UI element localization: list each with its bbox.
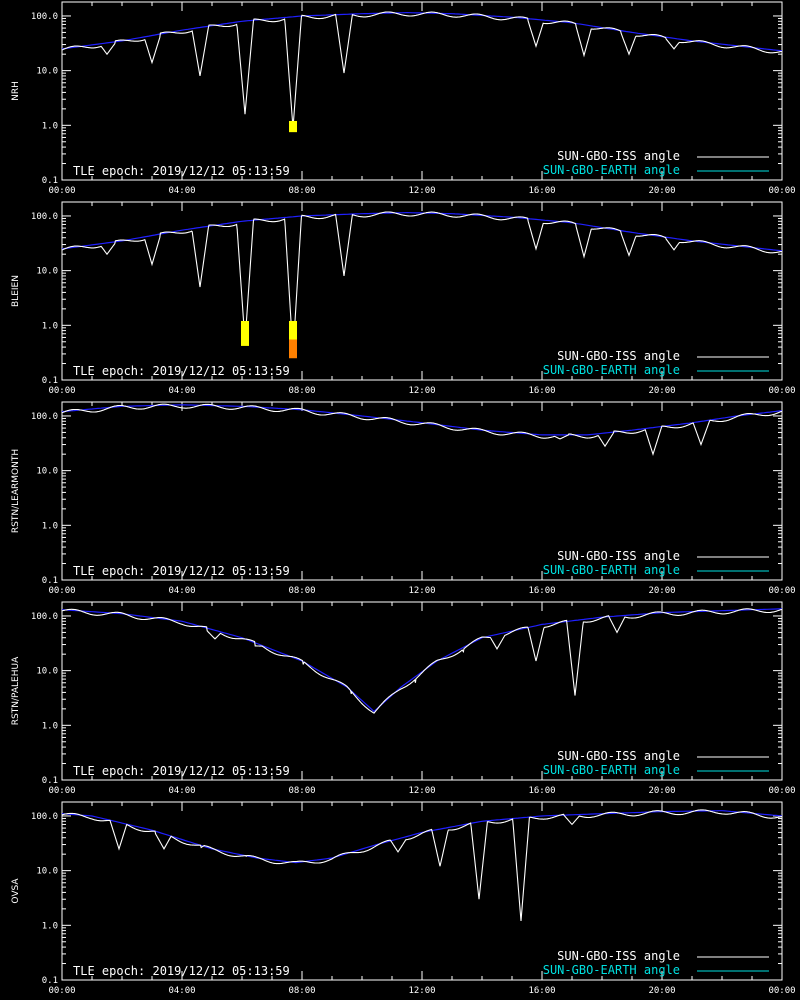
y-tick-label: 1.0 <box>42 721 58 731</box>
tle-epoch-label: TLE epoch: 2019/12/12 05:13:59 <box>73 364 290 378</box>
legend-iss-label: SUN-GBO-ISS angle <box>557 749 680 763</box>
x-tick-label: 20:00 <box>648 986 675 996</box>
y-tick-label: 10.0 <box>36 667 58 677</box>
y-tick-label: 10.0 <box>36 867 58 877</box>
x-tick-label: 16:00 <box>528 186 555 196</box>
earth-angle-series <box>61 810 783 864</box>
y-tick-label: 10.0 <box>36 67 58 77</box>
y-tick-label: 100.0 <box>31 412 58 422</box>
x-tick-label: 08:00 <box>288 186 315 196</box>
x-tick-label: 00:00 <box>48 186 75 196</box>
station-label: OVSA <box>11 878 21 904</box>
legend-iss-label: SUN-GBO-ISS angle <box>557 349 680 363</box>
y-tick-label: 1.0 <box>42 121 58 131</box>
x-tick-label: 00:00 <box>768 386 795 396</box>
legend-earth-label: SUN-GBO-EARTH angle <box>543 163 680 177</box>
y-tick-label: 1.0 <box>42 921 58 931</box>
y-tick-label: 0.1 <box>42 576 58 586</box>
y-tick-label: 10.0 <box>36 267 58 277</box>
x-tick-label: 08:00 <box>288 586 315 596</box>
x-tick-label: 04:00 <box>168 786 195 796</box>
y-tick-label: 0.1 <box>42 776 58 786</box>
flag-bar <box>289 120 297 133</box>
x-tick-label: 00:00 <box>48 386 75 396</box>
legend-earth-label: SUN-GBO-EARTH angle <box>543 763 680 777</box>
legend-iss-label: SUN-GBO-ISS angle <box>557 549 680 563</box>
x-tick-label: 00:00 <box>48 986 75 996</box>
x-tick-label: 16:00 <box>528 386 555 396</box>
x-tick-label: 08:00 <box>288 386 315 396</box>
x-tick-label: 16:00 <box>528 786 555 796</box>
y-tick-label: 0.1 <box>42 376 58 386</box>
x-tick-label: 16:00 <box>528 586 555 596</box>
x-tick-label: 08:00 <box>288 786 315 796</box>
flag-bar <box>289 339 297 359</box>
x-tick-label: 04:00 <box>168 186 195 196</box>
legend-iss-label: SUN-GBO-ISS angle <box>557 949 680 963</box>
x-tick-label: 00:00 <box>48 586 75 596</box>
x-tick-label: 12:00 <box>408 986 435 996</box>
legend-iss-label: SUN-GBO-ISS angle <box>557 149 680 163</box>
x-tick-label: 20:00 <box>648 586 675 596</box>
tle-epoch-label: TLE epoch: 2019/12/12 05:13:59 <box>73 164 290 178</box>
x-tick-label: 00:00 <box>768 786 795 796</box>
x-tick-label: 20:00 <box>648 786 675 796</box>
y-tick-label: 100.0 <box>31 212 58 222</box>
x-tick-label: 20:00 <box>648 186 675 196</box>
legend-earth-label: SUN-GBO-EARTH angle <box>543 563 680 577</box>
x-tick-label: 00:00 <box>768 586 795 596</box>
iss-angle-series <box>61 809 783 922</box>
y-tick-label: 0.1 <box>42 176 58 186</box>
x-tick-label: 12:00 <box>408 186 435 196</box>
tle-epoch-label: TLE epoch: 2019/12/12 05:13:59 <box>73 764 290 778</box>
flag-bar <box>289 320 297 340</box>
x-tick-label: 00:00 <box>768 986 795 996</box>
x-tick-label: 04:00 <box>168 386 195 396</box>
iss-angle-series <box>61 608 783 714</box>
x-tick-label: 04:00 <box>168 586 195 596</box>
x-tick-label: 04:00 <box>168 986 195 996</box>
x-tick-label: 16:00 <box>528 986 555 996</box>
legend-earth-label: SUN-GBO-EARTH angle <box>543 963 680 977</box>
y-tick-label: 1.0 <box>42 321 58 331</box>
iss-angle-series <box>61 11 783 128</box>
tle-epoch-label: TLE epoch: 2019/12/12 05:13:59 <box>73 964 290 978</box>
y-tick-label: 100.0 <box>31 612 58 622</box>
earth-angle-series <box>61 608 783 713</box>
x-tick-label: 20:00 <box>648 386 675 396</box>
y-tick-label: 1.0 <box>42 521 58 531</box>
y-tick-label: 10.0 <box>36 467 58 477</box>
x-tick-label: 12:00 <box>408 386 435 396</box>
x-tick-label: 00:00 <box>48 786 75 796</box>
y-tick-label: 100.0 <box>31 812 58 822</box>
iss-angle-series <box>61 403 783 457</box>
x-tick-label: 00:00 <box>768 186 795 196</box>
iss-angle-series <box>61 211 783 354</box>
station-label: RSTN/PALEHUA <box>11 656 21 725</box>
legend-earth-label: SUN-GBO-EARTH angle <box>543 363 680 377</box>
x-tick-label: 08:00 <box>288 986 315 996</box>
station-label: RSTN/LEARMONTH <box>11 449 21 533</box>
x-tick-label: 12:00 <box>408 786 435 796</box>
x-tick-label: 12:00 <box>408 586 435 596</box>
tle-epoch-label: TLE epoch: 2019/12/12 05:13:59 <box>73 564 290 578</box>
y-tick-label: 0.1 <box>42 976 58 986</box>
y-tick-label: 100.0 <box>31 12 58 22</box>
station-label: NRH <box>11 81 21 101</box>
flag-bar <box>241 320 249 346</box>
station-label: BLEIEN <box>11 275 21 307</box>
